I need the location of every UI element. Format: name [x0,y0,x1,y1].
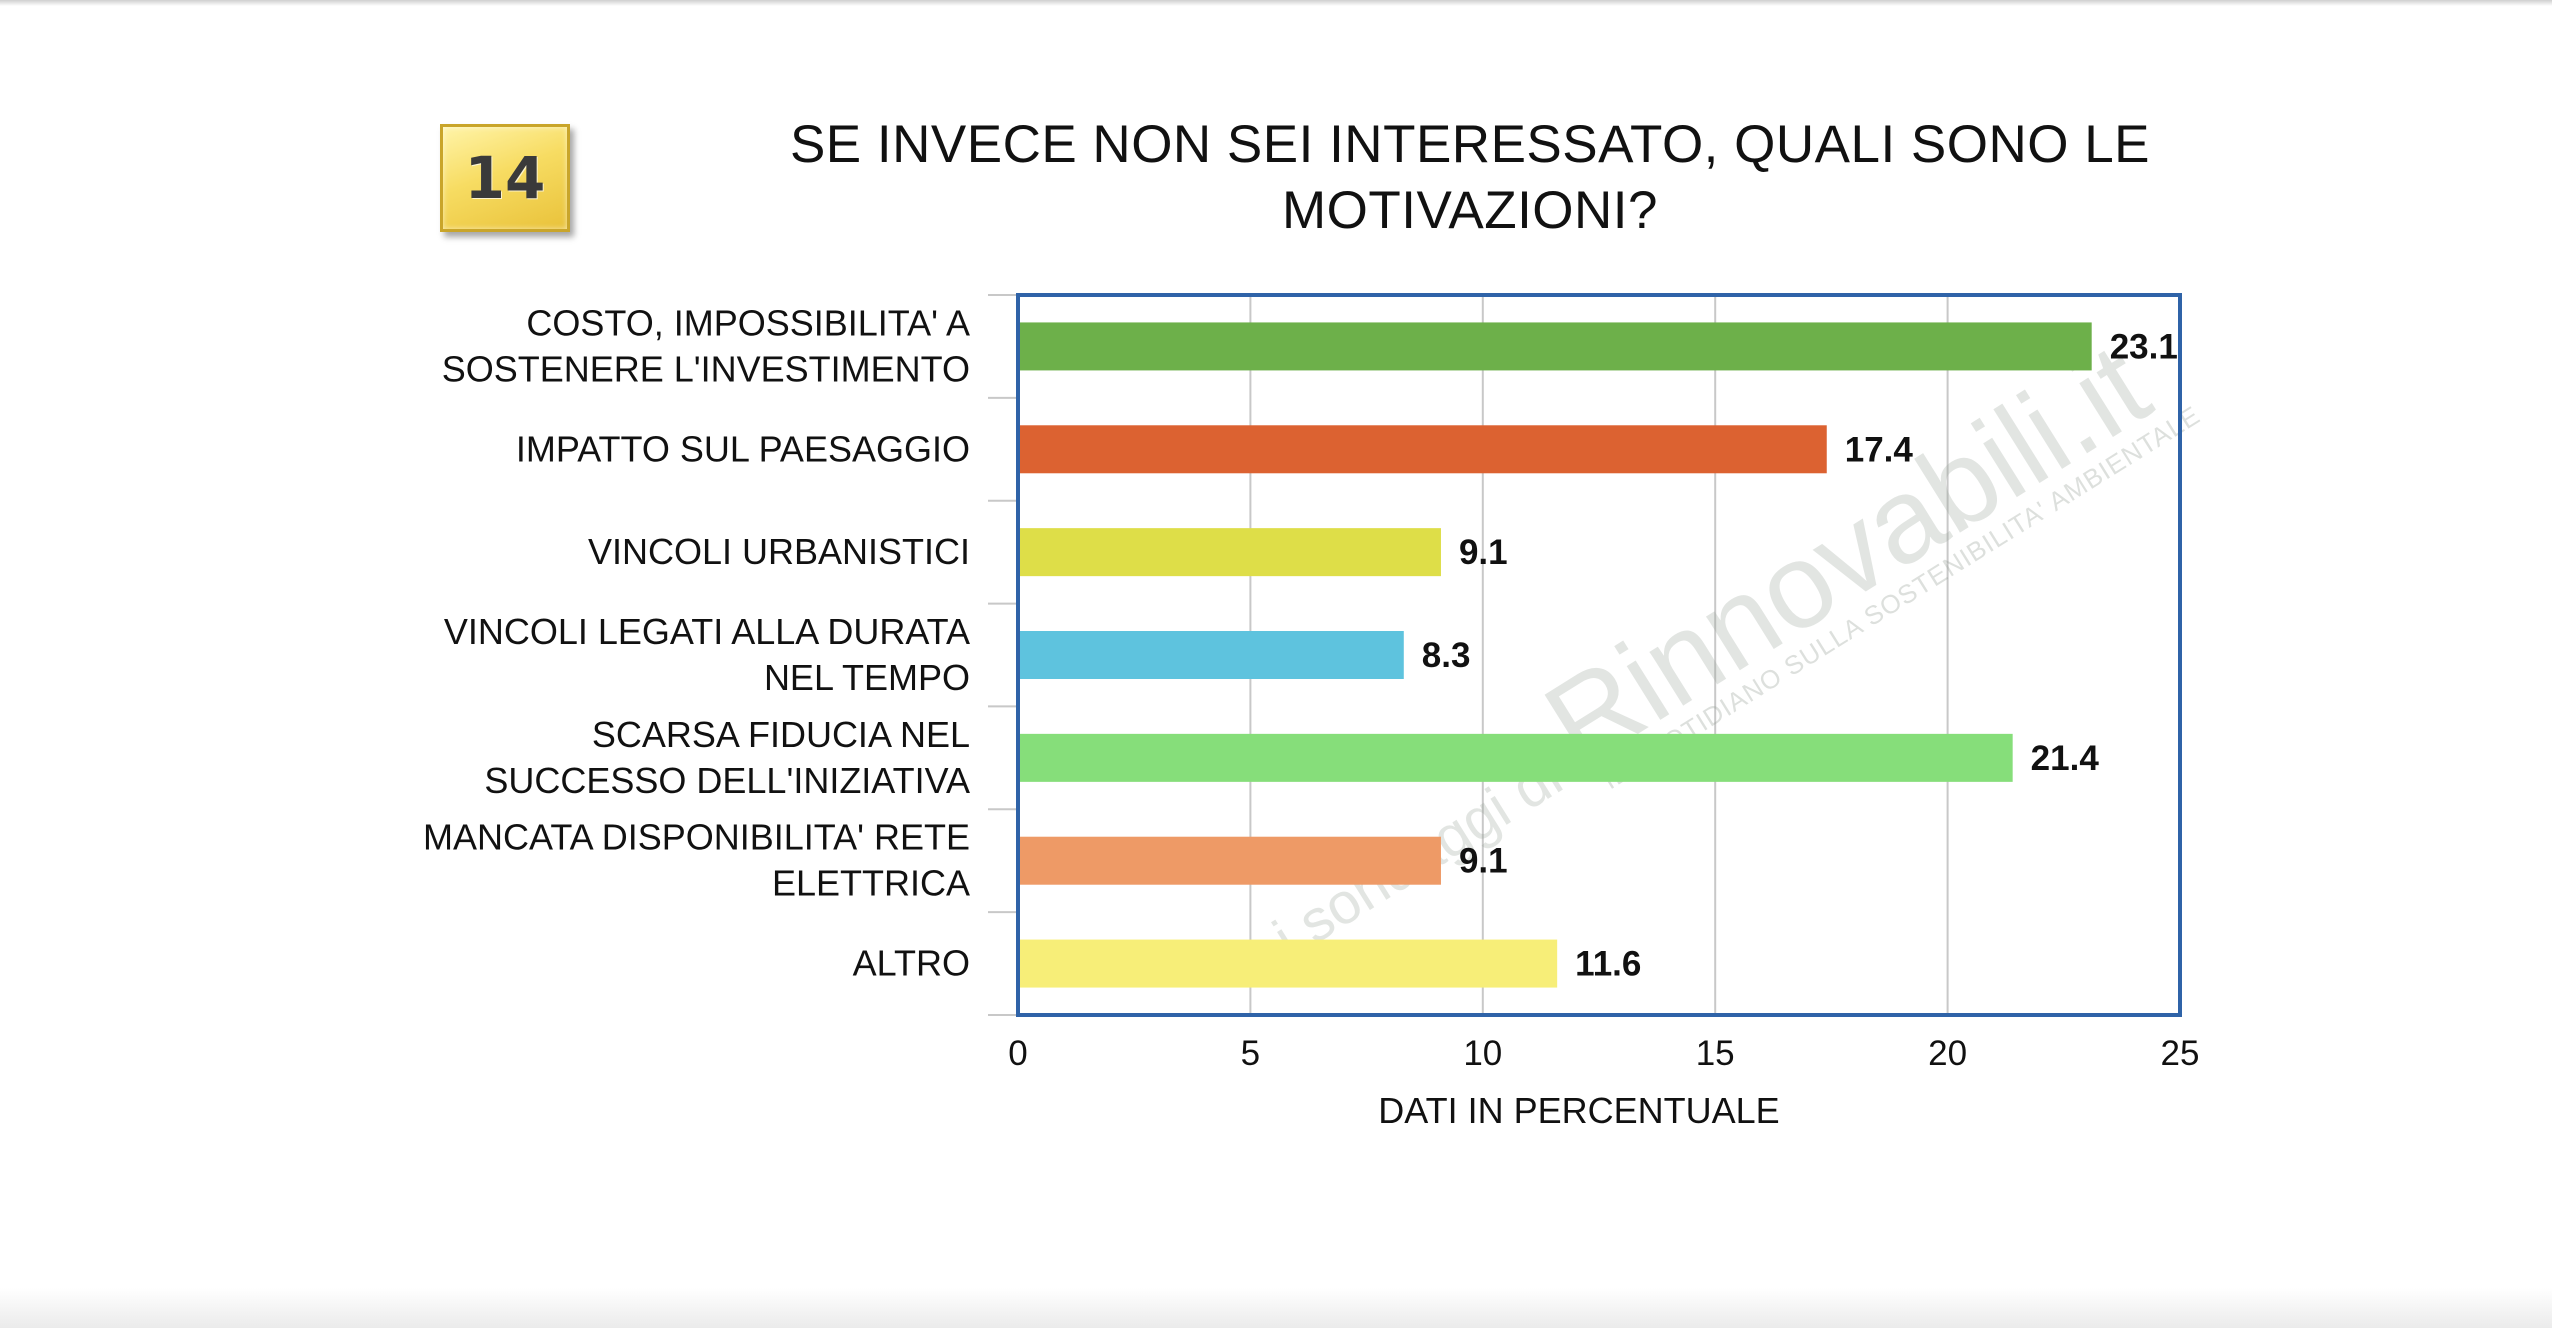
bar [1018,425,1827,474]
chart-title-line-2: MOTIVAZIONI? [1281,181,1659,240]
bars [1018,322,2092,988]
question-number: 14 [464,144,546,212]
category-label: SCARSA FIDUCIA NEL SUCCESSO DELL'INIZIATI… [484,714,970,801]
category-label-line: ELETTRICA [772,863,970,904]
x-tick-label: 25 [2161,1034,2200,1073]
watermark-brand: Rinnovabili.it [1523,318,2171,792]
category-labels: COSTO, IMPOSSIBILITA' A SOSTENERE L'INVES… [423,302,970,983]
data-label: 9.1 [1459,533,1508,572]
data-label: 8.3 [1422,636,1471,675]
plot-border [1016,293,2182,1017]
category-label-line: SUCCESSO DELL'INIZIATIVA [484,760,970,801]
data-label: 9.1 [1459,842,1508,881]
data-label: 11.6 [1575,945,1641,984]
category-label-line: SOSTENERE L'INVESTIMENTO [442,348,970,389]
bar [1018,939,1558,988]
axes: 0 5 10 15 20 25 [988,293,2200,1073]
x-tick-label: 10 [1463,1034,1502,1073]
x-tick-label: 5 [1241,1034,1260,1073]
category-label: ALTRO [853,943,970,984]
category-label-line: ALTRO [853,943,970,984]
bar [1018,528,1441,577]
category-label: IMPATTO SUL PAESAGGIO [516,428,970,469]
value-labels: 23.1 17.4 9.1 8.3 21.4 9.1 11.6 [1422,327,2178,983]
bar [1018,836,1441,885]
data-label: 23.1 [2110,327,2178,366]
chart-title: SE INVECE NON SEI INTERESSATO, QUALI SON… [590,112,2350,244]
x-tick-label: 0 [1008,1034,1027,1073]
question-number-badge: 14 [440,124,570,232]
category-label: VINCOLI LEGATI ALLA DURATA NEL TEMPO [444,611,970,698]
data-label: 17.4 [1845,430,1914,469]
category-label-line: IMPATTO SUL PAESAGGIO [516,428,970,469]
category-label-line: COSTO, IMPOSSIBILITA' A [526,302,970,343]
bar [1018,733,2013,782]
category-label-line: SCARSA FIDUCIA NEL [592,714,970,755]
x-axis-title: DATI IN PERCENTUALE [1378,1090,1779,1131]
x-tick-label: 20 [1928,1034,1967,1073]
data-label: 21.4 [2031,739,2100,778]
category-label-line: NEL TEMPO [764,657,970,698]
category-label: MANCATA DISPONIBILITA' RETE ELETTRICA [423,817,970,904]
x-tick-label: 15 [1696,1034,1735,1073]
category-label-line: MANCATA DISPONIBILITA' RETE [423,817,970,858]
top-edge-shade [0,0,2552,6]
bottom-edge-shade [0,1288,2552,1328]
chart-title-line-1: SE INVECE NON SEI INTERESSATO, QUALI SON… [789,115,2151,174]
category-label-line: VINCOLI URBANISTICI [588,531,970,572]
category-label: COSTO, IMPOSSIBILITA' A SOSTENERE L'INVES… [442,302,970,389]
category-label: VINCOLI URBANISTICI [588,531,970,572]
bar [1018,631,1404,679]
category-label-line: VINCOLI LEGATI ALLA DURATA [444,611,970,652]
grid-lines [1249,295,1949,1015]
bar [1018,322,2092,371]
